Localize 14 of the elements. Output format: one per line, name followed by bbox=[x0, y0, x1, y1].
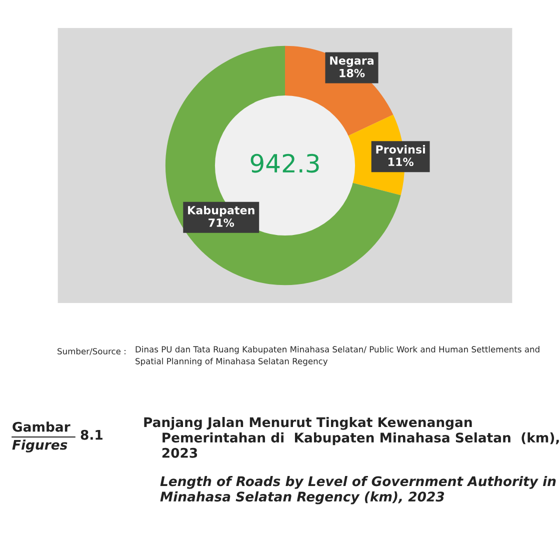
text: Panjang Jalan Menurut Tingkat Kewenangan Pemerintahan di Kabupaten Minahasa Selatan (km), 2023 bbox=[144, 417, 559, 458]
text: 942.3 bbox=[250, 154, 319, 173]
text: Length of Roads by Level of Government Authority in Minahasa Selatan Regency (km), 2023 bbox=[160, 476, 556, 504]
data-label: 71% bbox=[208, 218, 234, 227]
slice-label: Provinsi bbox=[376, 145, 425, 154]
text: Dinas PU dan Tata Ruang Kabupaten Minahasa Selatan/ Public Work and Human Settlements and Spatial Planning of Minahasa Selatan Regency bbox=[136, 346, 540, 366]
text: Gambar bbox=[12, 422, 70, 432]
data-label: 18% bbox=[340, 68, 365, 78]
text: 8.1 bbox=[80, 430, 102, 440]
slice-label: Kabupaten bbox=[188, 206, 254, 217]
text: Figures bbox=[12, 440, 68, 452]
slice-label: Negara bbox=[330, 56, 374, 67]
data-label: 11% bbox=[388, 158, 414, 166]
text: Sumber/Source : bbox=[58, 348, 126, 356]
